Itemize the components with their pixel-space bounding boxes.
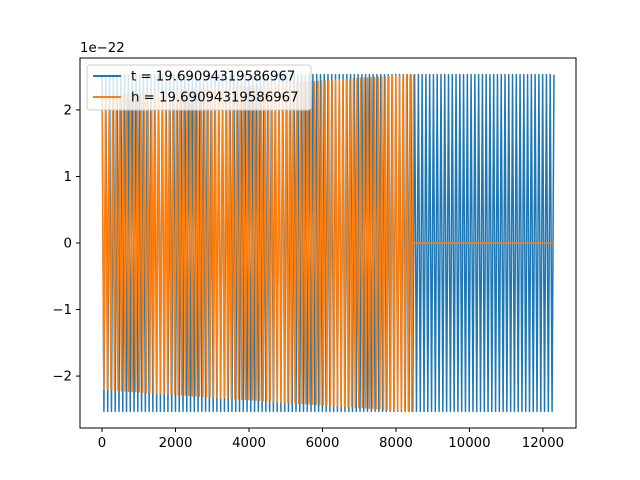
x-tick-label: 4000 [232, 436, 266, 451]
y-axis: 2 1 0 −1 −2 [52, 103, 80, 385]
y-tick-label: 0 [64, 237, 72, 252]
y-offset-label: 1e−22 [80, 41, 125, 56]
x-tick-label: 10000 [448, 436, 490, 451]
legend: t = 19.69094319586967 h = 19.69094319586… [86, 64, 312, 111]
x-axis: 0 2000 4000 6000 8000 10000 12000 [98, 428, 564, 451]
x-tick-label: 0 [98, 436, 106, 451]
y-tick-label: −1 [52, 303, 72, 318]
y-tick-label: 1 [64, 170, 72, 185]
y-tick-label: 2 [64, 103, 72, 118]
x-tick-label: 2000 [159, 436, 193, 451]
x-tick-label: 8000 [379, 436, 413, 451]
y-tick-label: −2 [52, 370, 72, 385]
legend-box [86, 64, 312, 111]
legend-label-h: h = 19.69094319586967 [131, 91, 299, 106]
legend-label-t: t = 19.69094319586967 [131, 70, 295, 85]
x-tick-label: 12000 [522, 436, 564, 451]
x-tick-label: 6000 [306, 436, 340, 451]
